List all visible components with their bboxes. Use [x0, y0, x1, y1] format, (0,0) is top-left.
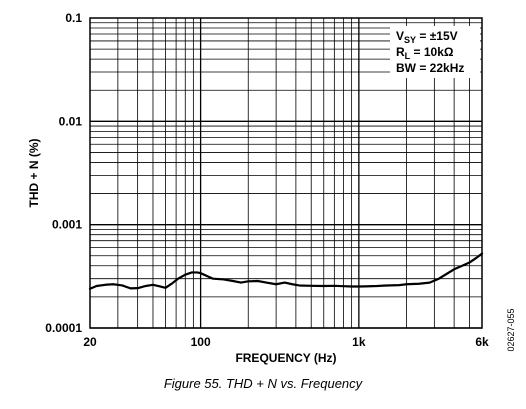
legend-box	[390, 26, 480, 78]
x-tick-label: 6k	[475, 335, 489, 349]
x-tick-label: 20	[83, 335, 97, 349]
figure-id: 02627-055	[506, 308, 516, 351]
series-layer	[88, 252, 484, 290]
x-axis-title: FREQUENCY (Hz)	[235, 351, 336, 365]
plot-frame	[89, 17, 483, 329]
figure-caption: Figure 55. THD + N vs. Frequency	[163, 376, 363, 391]
y-tick-label: 0.0001	[45, 321, 82, 335]
thd-n-series-line	[88, 252, 484, 290]
y-axis-title: THD + N (%)	[27, 138, 41, 207]
x-tick-label: 100	[191, 335, 211, 349]
y-tick-label: 0.01	[59, 114, 83, 128]
legend-entry: RL = 10kΩ	[396, 45, 454, 61]
x-tick-label: 1k	[352, 335, 366, 349]
legend-entry: BW = 22kHz	[396, 61, 464, 75]
y-tick-label: 0.1	[65, 11, 82, 25]
legend-entry: VSY = ±15V	[396, 29, 458, 45]
y-tick-label: 0.001	[52, 218, 82, 232]
